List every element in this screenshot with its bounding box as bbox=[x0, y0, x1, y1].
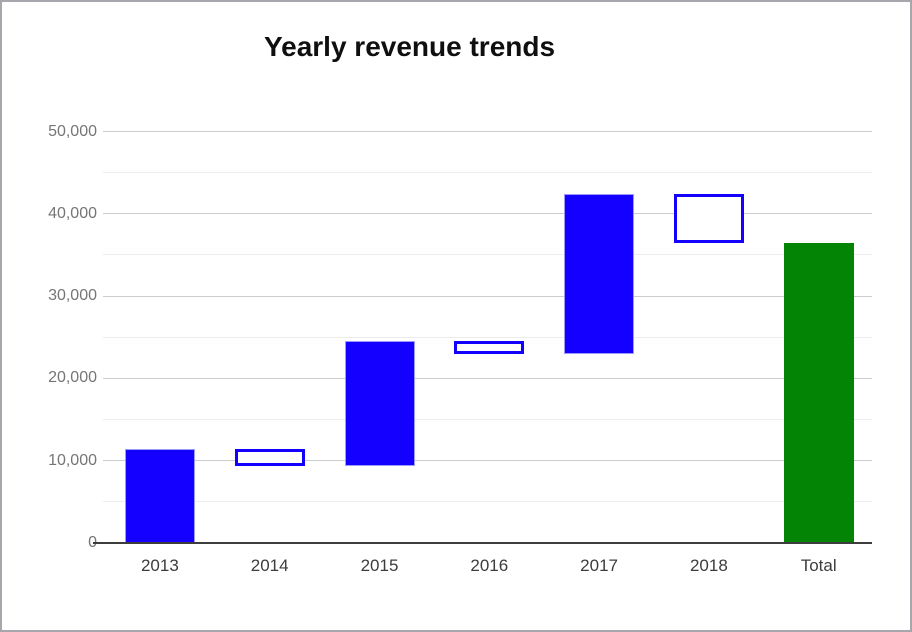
x-axis-label: 2013 bbox=[140, 556, 179, 575]
gridline-major bbox=[103, 295, 872, 297]
chart-title: Yearly revenue trends bbox=[264, 31, 556, 62]
x-axis-label: 2015 bbox=[360, 556, 399, 575]
x-axis-label: 2014 bbox=[250, 556, 289, 575]
bar-2013 bbox=[124, 449, 195, 543]
gridline-minor bbox=[103, 172, 872, 174]
gridline-minor bbox=[103, 419, 872, 421]
y-axis-label: 50,000 bbox=[48, 122, 97, 140]
x-axis-label: 2016 bbox=[470, 556, 509, 575]
x-axis-label: 2018 bbox=[689, 556, 728, 575]
x-axis-line bbox=[93, 542, 872, 544]
gridline-major bbox=[103, 131, 872, 132]
gridline-major bbox=[103, 460, 872, 462]
y-axis-label: 10,000 bbox=[48, 451, 97, 469]
gridline-minor bbox=[103, 336, 872, 338]
bar-2016 bbox=[454, 340, 525, 354]
bar-2014 bbox=[234, 449, 305, 467]
gridline-major bbox=[103, 213, 872, 215]
bar-2018 bbox=[673, 194, 744, 243]
gridline-minor bbox=[103, 501, 872, 503]
y-axis-label: 0 bbox=[20, 534, 97, 552]
x-axis-label: Total bbox=[800, 556, 837, 575]
bar-2017 bbox=[564, 194, 635, 354]
y-axis-label: 40,000 bbox=[48, 204, 97, 222]
y-axis-label: 20,000 bbox=[48, 369, 97, 387]
gridline-minor bbox=[103, 254, 872, 256]
x-axis-label: 2017 bbox=[580, 556, 618, 575]
gridline-major bbox=[103, 377, 872, 379]
y-axis-label: 30,000 bbox=[48, 287, 97, 305]
bar-2015 bbox=[344, 340, 415, 467]
bar-total bbox=[783, 242, 854, 543]
